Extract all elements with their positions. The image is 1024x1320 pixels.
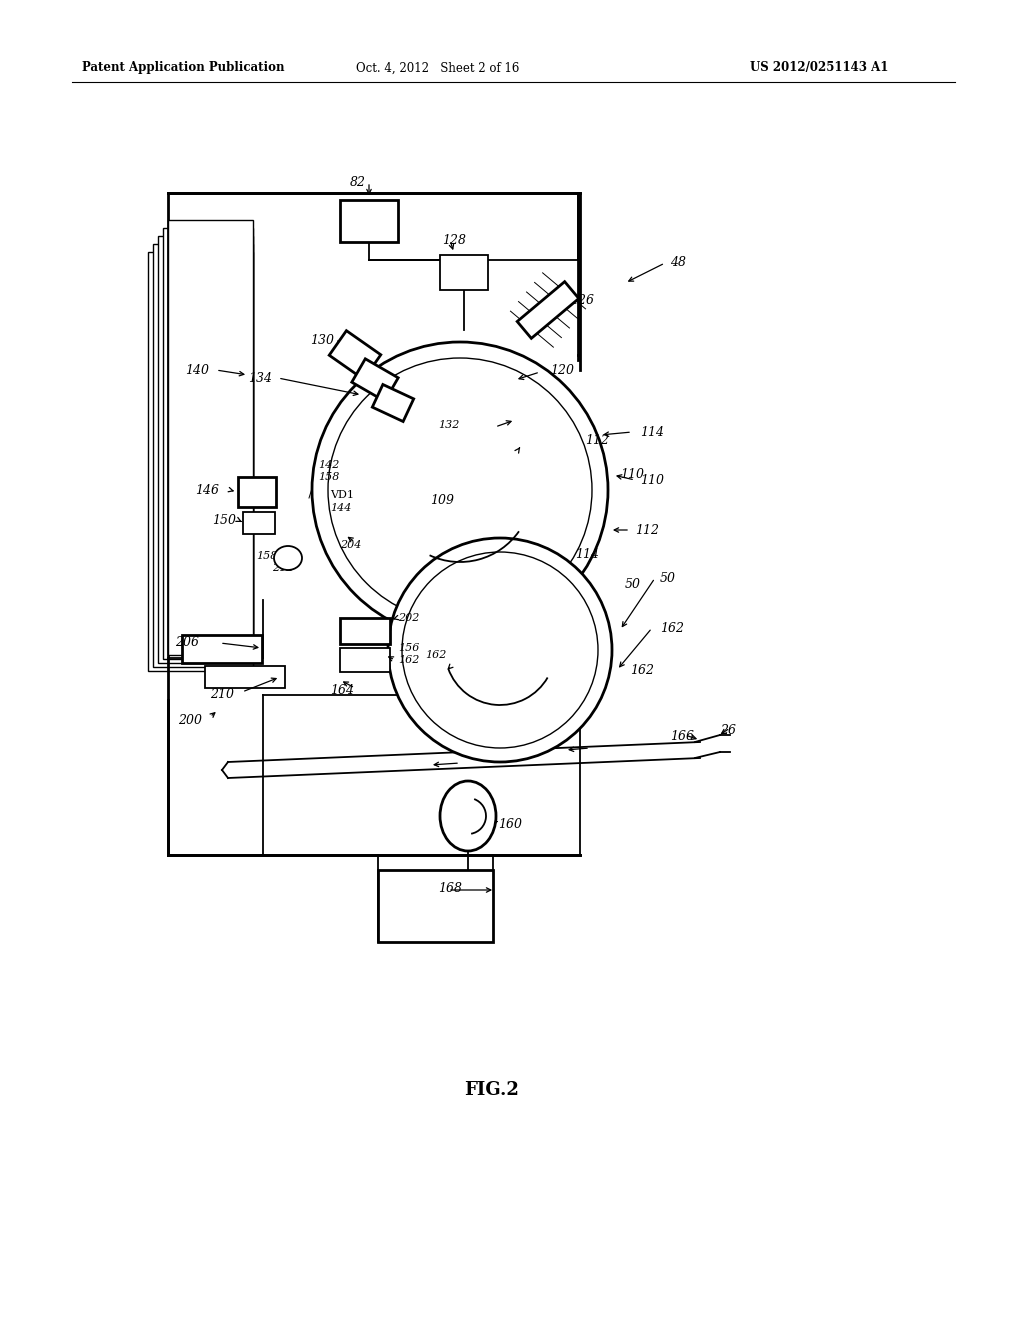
- Bar: [243, 512, 275, 535]
- Text: 126: 126: [570, 293, 594, 306]
- Text: VD1: VD1: [330, 490, 354, 500]
- Text: FIG.2: FIG.2: [465, 1081, 519, 1100]
- Text: 212: 212: [272, 564, 293, 573]
- Text: 162: 162: [660, 622, 684, 635]
- Text: 114: 114: [640, 425, 664, 438]
- Text: 162: 162: [425, 649, 446, 660]
- Bar: [378, 870, 493, 942]
- Bar: [148, 252, 253, 671]
- Polygon shape: [352, 359, 398, 401]
- Text: 164: 164: [330, 684, 354, 697]
- Text: 120: 120: [550, 363, 574, 376]
- Bar: [238, 477, 276, 507]
- Text: 158: 158: [256, 550, 278, 561]
- Text: 130: 130: [310, 334, 334, 346]
- Text: 146: 146: [195, 483, 219, 496]
- Text: 48: 48: [670, 256, 686, 269]
- Bar: [168, 220, 253, 655]
- Circle shape: [388, 539, 612, 762]
- Text: 110: 110: [640, 474, 664, 487]
- Text: 150: 150: [212, 513, 236, 527]
- Text: 156: 156: [398, 643, 420, 653]
- Text: 204: 204: [340, 540, 361, 550]
- Text: 50: 50: [625, 578, 641, 591]
- Bar: [205, 667, 285, 688]
- Text: 202: 202: [398, 612, 420, 623]
- Bar: [340, 648, 390, 672]
- Text: 206: 206: [175, 636, 199, 649]
- Text: 162: 162: [630, 664, 654, 676]
- Text: US 2012/0251143 A1: US 2012/0251143 A1: [750, 62, 889, 74]
- Ellipse shape: [274, 546, 302, 570]
- Text: 109: 109: [430, 494, 454, 507]
- Text: 160: 160: [498, 817, 522, 830]
- Text: 114: 114: [575, 549, 599, 561]
- Polygon shape: [329, 331, 381, 379]
- Text: 82: 82: [350, 176, 366, 189]
- Text: 162: 162: [398, 655, 420, 665]
- Text: 128: 128: [442, 234, 466, 247]
- Text: 110: 110: [620, 469, 644, 482]
- Ellipse shape: [440, 781, 496, 851]
- Text: 112: 112: [635, 524, 659, 536]
- Bar: [158, 236, 253, 663]
- Text: 158: 158: [318, 473, 339, 482]
- Circle shape: [328, 358, 592, 622]
- Bar: [340, 201, 398, 242]
- Text: 26: 26: [720, 723, 736, 737]
- Circle shape: [312, 342, 608, 638]
- Text: 140: 140: [185, 363, 209, 376]
- Polygon shape: [373, 384, 414, 421]
- Bar: [340, 618, 390, 644]
- Text: 132: 132: [438, 420, 460, 430]
- Text: 210: 210: [210, 689, 234, 701]
- Bar: [182, 635, 262, 663]
- Text: 142: 142: [318, 459, 339, 470]
- Text: 134: 134: [248, 371, 272, 384]
- Text: 168: 168: [438, 882, 462, 895]
- Bar: [163, 228, 253, 659]
- Text: 50: 50: [660, 572, 676, 585]
- Text: 112: 112: [585, 433, 609, 446]
- Bar: [153, 244, 253, 667]
- Polygon shape: [517, 281, 579, 338]
- Circle shape: [402, 552, 598, 748]
- Text: 144: 144: [330, 503, 351, 513]
- Text: Oct. 4, 2012   Sheet 2 of 16: Oct. 4, 2012 Sheet 2 of 16: [356, 62, 520, 74]
- Text: 200: 200: [178, 714, 202, 726]
- Bar: [440, 255, 488, 290]
- Text: 166: 166: [670, 730, 694, 742]
- Text: Patent Application Publication: Patent Application Publication: [82, 62, 285, 74]
